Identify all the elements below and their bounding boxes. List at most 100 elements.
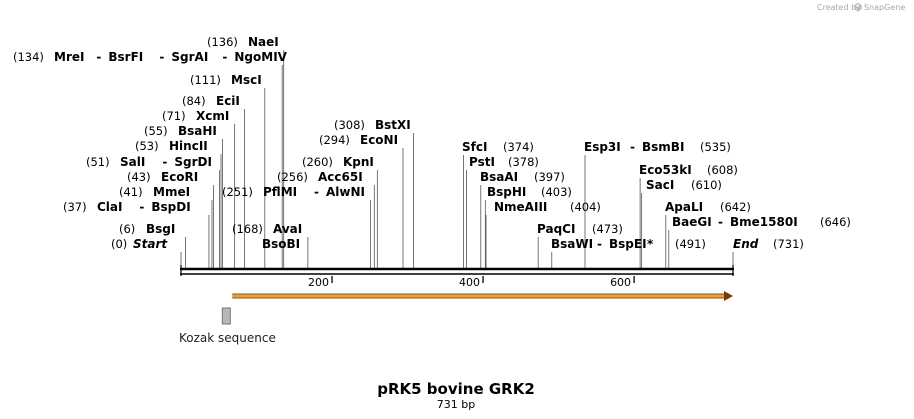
site-label-group[interactable]: (53) HincII [135, 139, 208, 153]
site-name: AvaI [273, 222, 302, 236]
site-label-group[interactable]: (134) MreI - BsrFI - SgrAI - NgoMIV [13, 50, 288, 64]
tick-label: 400 [459, 276, 480, 289]
tick-label: 600 [610, 276, 631, 289]
site-label-group[interactable]: (84) EciI [182, 94, 240, 108]
site-name: NmeAIII [494, 200, 547, 214]
site-name: SgrAI [171, 50, 208, 64]
site-position: (535) [700, 140, 731, 154]
site-name: * [647, 237, 654, 251]
site-label-group[interactable]: Eco53kI (608) [639, 163, 738, 177]
site-position: (51) [86, 155, 110, 169]
site-label-group[interactable]: PstI (378) [469, 155, 539, 169]
snapgene-brand: Created by SnapGene [817, 3, 905, 12]
site-name: ClaI [97, 200, 122, 214]
site-label-group[interactable]: (6) BsgI [119, 222, 175, 236]
site-label-group[interactable]: SacI (610) [646, 178, 722, 192]
site-name: BstXI [375, 118, 411, 132]
site-name: Acc65I [318, 170, 363, 184]
site-label-group[interactable]: (294) EcoNI [319, 133, 398, 147]
site-position: (473) [592, 222, 623, 236]
site-label-group[interactable]: BsaWI - BspEI * (491) [551, 237, 706, 251]
site-position: (134) [13, 50, 44, 64]
map-title: pRK5 bovine GRK2 [377, 380, 535, 398]
site-name: BsrFI [108, 50, 143, 64]
site-name: SgrDI [174, 155, 212, 169]
brand-created-by: Created by [817, 3, 861, 12]
site-name: BsmBI [642, 140, 684, 154]
site-position: (136) [207, 35, 238, 49]
name-separator: - [718, 215, 723, 229]
snapgene-logo-icon [854, 3, 862, 11]
site-position: (55) [144, 124, 168, 138]
site-name: HincII [169, 139, 208, 153]
name-separator: - [159, 50, 164, 64]
site-position: (84) [182, 94, 206, 108]
site-position: (111) [190, 73, 221, 87]
site-name: Esp3I [584, 140, 621, 154]
site-name: EcoRI [161, 170, 198, 184]
name-separator: - [597, 237, 602, 251]
site-position: (168) [232, 222, 263, 236]
site-label-group[interactable]: BsaAI (397) [480, 170, 565, 184]
site-label-group[interactable]: (41) MmeI [119, 185, 190, 199]
site-name: KpnI [343, 155, 374, 169]
site-label-group[interactable]: BaeGI - Bme1580I (646) [672, 215, 851, 229]
site-name: PstI [469, 155, 495, 169]
orf-arrow-head[interactable] [724, 291, 733, 301]
site-position: (403) [541, 185, 572, 199]
site-position: (0) [111, 237, 127, 251]
site-label-group[interactable]: Esp3I - BsmBI (535) [584, 140, 731, 154]
site-label-group[interactable]: (308) BstXI [334, 118, 411, 132]
site-position: (294) [319, 133, 350, 147]
site-position: (37) [63, 200, 87, 214]
site-label-group[interactable]: (55) BsaHI [144, 124, 217, 138]
name-separator: - [96, 50, 101, 64]
site-name: BsaHI [178, 124, 217, 138]
site-label-group[interactable]: (51) SalI - SgrDI [86, 155, 212, 169]
site-label-group[interactable]: (71) XcmI [162, 109, 229, 123]
site-name: MscI [231, 73, 262, 87]
features: Kozak sequence [179, 291, 733, 345]
site-position: (608) [707, 163, 738, 177]
map-length: 731 bp [437, 398, 475, 411]
site-label-group[interactable]: PaqCI (473) [537, 222, 623, 236]
site-name: Bme1580I [730, 215, 798, 229]
dna-backbone [180, 265, 734, 276]
site-label-group[interactable]: SfcI (374) [462, 140, 534, 154]
tick-label: 200 [308, 276, 329, 289]
site-name: BsgI [146, 222, 175, 236]
site-position: (308) [334, 118, 365, 132]
site-label-group[interactable]: End (731) [733, 237, 804, 251]
site-label-group[interactable]: (256) Acc65I [277, 170, 363, 184]
site-name: BspHI [487, 185, 526, 199]
site-label-group[interactable]: (260) KpnI [302, 155, 374, 169]
site-label-group[interactable]: (0) Start [111, 237, 168, 251]
kozak-box[interactable] [221, 307, 231, 325]
site-position: (397) [534, 170, 565, 184]
site-label-group[interactable]: (37) ClaI - BspDI [63, 200, 191, 214]
site-label-group[interactable]: BspHI (403) [487, 185, 572, 199]
site-name: XcmI [196, 109, 229, 123]
site-position: (251) [222, 185, 253, 199]
name-separator: - [314, 185, 319, 199]
site-label-group[interactable]: NmeAIII (404) [494, 200, 601, 214]
site-name: BaeGI [672, 215, 712, 229]
site-name: EcoNI [360, 133, 398, 147]
site-name: End [733, 237, 759, 251]
site-label-group[interactable]: (111) MscI [190, 73, 262, 87]
site-label-group[interactable]: ApaLI (642) [665, 200, 751, 214]
name-separator: - [162, 155, 167, 169]
site-label-group[interactable]: (251) PflMI - AlwNI [222, 185, 365, 199]
site-label-group[interactable]: (43) EcoRI [127, 170, 198, 184]
site-name: PflMI [263, 185, 297, 199]
site-name: BsoBI [262, 237, 300, 251]
site-name: SacI [646, 178, 674, 192]
site-position: (491) [675, 237, 706, 251]
site-name: NaeI [248, 35, 279, 49]
site-name: MreI [54, 50, 84, 64]
site-labels: (0) Start(6) BsgI(37) ClaI - BspDI(41) MmeI(43… [13, 35, 851, 251]
site-label-group[interactable]: (136) NaeI [207, 35, 279, 49]
site-position: (646) [820, 215, 851, 229]
site-position: (404) [570, 200, 601, 214]
